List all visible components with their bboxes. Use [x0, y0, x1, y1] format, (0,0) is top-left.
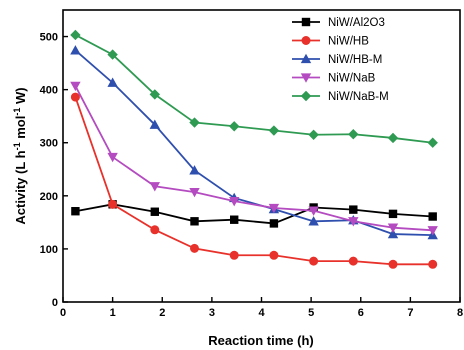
data-point: [269, 250, 279, 260]
legend-item: NiW/Al2O3: [292, 17, 385, 29]
data-point: [107, 152, 118, 163]
data-point: [268, 125, 280, 136]
legend-marker: [301, 17, 311, 27]
y-tick-label: 300: [40, 138, 58, 150]
x-tick-label: 2: [159, 307, 165, 319]
series-niw-hb-m: [70, 45, 438, 240]
series-niw-hb: [70, 92, 438, 269]
legend-label: NiW/NaB-M: [328, 91, 389, 103]
legend-label: NiW/HB: [328, 36, 369, 48]
x-tick-label: 0: [60, 307, 66, 319]
data-point: [268, 203, 280, 214]
legend-item: NiW/HB: [292, 36, 369, 48]
data-point: [269, 219, 279, 228]
data-point: [70, 45, 81, 55]
data-point: [230, 215, 239, 224]
data-point: [70, 81, 81, 92]
x-tick-label: 4: [258, 307, 265, 319]
y-tick-label: 400: [40, 85, 58, 97]
data-point: [349, 205, 358, 214]
series-layer: [70, 29, 438, 269]
data-point: [149, 119, 161, 129]
data-point: [189, 187, 200, 198]
data-point: [387, 132, 399, 144]
data-point: [70, 92, 80, 102]
data-point: [387, 228, 399, 239]
data-point: [229, 250, 239, 260]
data-point: [107, 49, 118, 60]
data-point: [70, 29, 81, 41]
legend-item: NiW/NaB-M: [292, 90, 389, 103]
series-line: [74, 85, 433, 232]
data-point: [427, 137, 438, 148]
legend-label: NiW/HB-M: [328, 54, 382, 66]
legend-item: NiW/NaB: [292, 73, 376, 85]
series-line: [75, 203, 433, 225]
legend: NiW/Al2O3 NiW/HB NiW/HB-M NiW/NaB NiW/NaB-M: [292, 17, 389, 103]
data-point: [427, 226, 438, 236]
x-tick-label: 7: [407, 307, 413, 319]
series-niw-nab-m: [70, 29, 438, 148]
data-point: [308, 129, 319, 140]
y-tick-label: 0: [52, 297, 58, 309]
y-tick-label: 500: [40, 32, 58, 44]
legend-marker: [300, 53, 312, 64]
data-point: [71, 207, 80, 216]
legend-item: NiW/HB-M: [292, 53, 382, 66]
data-point: [308, 206, 319, 216]
data-point: [190, 217, 199, 226]
x-axis-title: Reaction time (h): [208, 333, 313, 348]
data-point: [229, 121, 240, 132]
series-niw-nab: [70, 81, 438, 236]
data-point: [108, 199, 118, 209]
data-point: [229, 196, 240, 207]
series-line: [74, 49, 433, 237]
x-tick-label: 8: [457, 307, 463, 319]
y-tick-label: 100: [40, 244, 58, 256]
data-point: [309, 256, 319, 266]
data-point: [150, 207, 160, 216]
x-tick-label: 6: [358, 307, 364, 319]
series-line: [74, 34, 433, 144]
legend-marker: [301, 36, 311, 45]
legend-label: NiW/Al2O3: [328, 17, 385, 29]
y-axis: 0 100 200 300 400 500: [40, 32, 68, 309]
data-point: [150, 225, 160, 235]
legend-marker: [300, 90, 312, 102]
data-point: [428, 259, 438, 269]
legend-marker: [300, 73, 312, 83]
plot-frame: [62, 9, 461, 303]
y-tick-label: 200: [40, 191, 58, 203]
y-axis-title: Activity (L h-1 mol-1 W): [12, 87, 28, 224]
data-point: [388, 259, 398, 269]
data-point: [189, 117, 200, 128]
x-tick-label: 3: [209, 307, 215, 319]
data-point: [189, 165, 200, 175]
data-point: [149, 182, 161, 192]
data-point: [348, 217, 359, 227]
x-tick-label: 1: [110, 307, 116, 319]
data-point: [308, 216, 319, 226]
x-tick-label: 5: [308, 307, 314, 319]
data-point: [388, 209, 398, 219]
data-point: [348, 129, 359, 140]
x-axis: 0 1 2 3 4 5 6 7 8: [60, 297, 463, 319]
data-point: [348, 256, 358, 266]
legend-label: NiW/NaB: [328, 73, 376, 85]
data-point: [149, 89, 161, 100]
data-point: [190, 243, 200, 253]
data-point: [428, 212, 437, 221]
data-point: [387, 223, 399, 233]
data-point: [107, 77, 118, 87]
series-line: [74, 96, 433, 266]
